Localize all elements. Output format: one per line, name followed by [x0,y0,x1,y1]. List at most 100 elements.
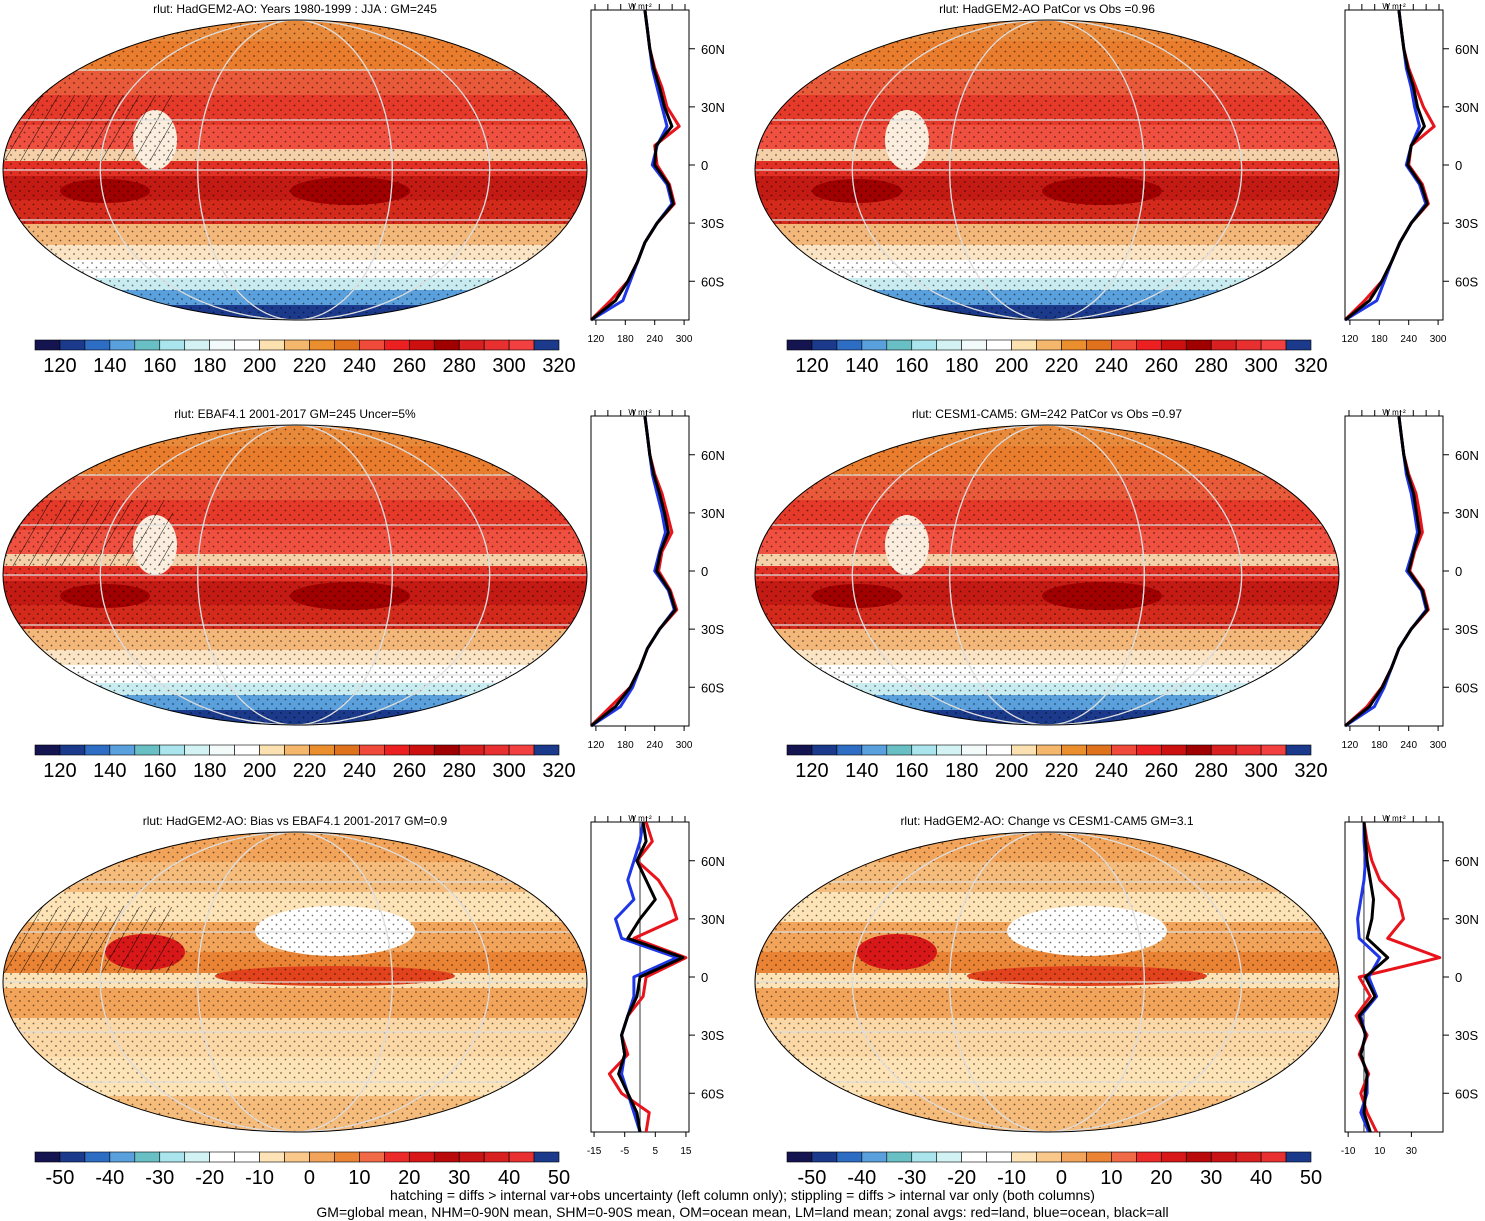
colorbar-tick-label: 320 [1294,760,1327,782]
colorbar-swatch [1111,339,1137,351]
colorbar-tick-label: -50 [45,1167,74,1189]
hatching [3,907,173,973]
colorbar-swatch [408,1151,435,1163]
colorbar-swatch [508,1151,535,1163]
colorbar-swatch [811,339,838,351]
lat-label: 0 [701,158,708,173]
colorbar-tick-label: 200 [995,760,1028,782]
colorbar-tick-label: 30 [1200,1167,1222,1189]
colorbar-swatch [1011,1151,1037,1163]
colorbar-tick-label: 20 [398,1167,420,1189]
colorbar-swatch [861,339,888,351]
colorbar-swatch [34,339,61,351]
colorbar-swatch [408,339,435,351]
units-label: W m⁻² [1382,814,1406,823]
lat-label: 0 [1455,970,1462,985]
colorbar-swatch [1235,1151,1262,1163]
colorbar-tick-label: 180 [945,355,978,377]
colorbar-tick-label: 200 [995,355,1028,377]
colorbar-swatch [359,339,385,351]
colorbar-swatch [159,1151,186,1163]
hatching [3,500,173,566]
colorbar-tick-label: 240 [1095,760,1128,782]
map [755,832,1339,1132]
panel-6: rlut: HadGEM2-AO: Change vs CESM1-CAM5 G… [754,814,1479,1189]
colorbar-swatch [508,339,535,351]
colorbar-swatch [59,1151,86,1163]
colorbar-tick-label: 160 [895,355,928,377]
colorbar-swatch [961,1151,987,1163]
graticule-lon [949,425,1145,725]
colorbar-tick-label: 40 [498,1167,520,1189]
colorbar-swatch [861,1151,888,1163]
x-tick-label: 300 [1430,334,1447,345]
colorbar-swatch [1160,1151,1187,1163]
colorbar: 120 140 160 180 200 220 240 260 280 300 320 [786,744,1328,782]
x-tick-label: 10 [1374,1146,1386,1157]
colorbar-swatch [1260,1151,1287,1163]
lat-label: 30S [701,216,724,231]
units-label: W m⁻² [1382,408,1406,417]
colorbar-swatch [458,339,485,351]
colorbar-swatch [1086,1151,1112,1163]
colorbar-tick-label: 220 [293,760,326,782]
colorbar-swatch [508,744,535,756]
zonal-mean-panel: W m⁻² 120 180 240 300 60N 30N 0 30S 60S [588,408,725,751]
colorbar-tick-label: 30 [448,1167,470,1189]
colorbar-swatch [408,744,435,756]
colorbar-tick-label: 280 [443,760,476,782]
colorbar-swatch [786,339,813,351]
graticule-lon [949,20,1145,320]
units-label: W m⁻² [628,814,652,823]
graticule-lon [99,425,491,725]
zonal-line-all [1357,821,1390,1133]
colorbar-swatch [1086,339,1112,351]
graticule-lon [851,20,1243,320]
zonal-line-all [1344,9,1429,322]
colorbar-swatch [384,744,410,756]
panels: rlut: HadGEM2-AO: Years 1980-1999 : JJA … [2,2,1479,1189]
map [755,20,1339,320]
colorbar-swatch [284,744,310,756]
colorbar-swatch [786,1151,813,1163]
colorbar-tick-label: 180 [193,355,226,377]
lat-label: 30S [701,1028,724,1043]
colorbar-swatch [961,744,987,756]
colorbar-swatch [109,744,136,756]
map-outline [2,19,588,321]
lat-label: 60S [1455,274,1478,289]
colorbar-swatch [1036,339,1062,351]
colorbar-tick-label: 200 [243,760,276,782]
colorbar-swatch [209,744,235,756]
colorbar-swatch [359,1151,385,1163]
lat-label: 0 [1455,158,1462,173]
colorbar-tick-label: 160 [143,355,176,377]
x-tick-label: -10 [1341,1146,1356,1157]
panel-title: rlut: HadGEM2-AO: Years 1980-1999 : JJA … [153,2,437,16]
colorbar-swatch [886,744,913,756]
lat-label: 30S [1455,622,1478,637]
x-tick-label: 180 [1371,334,1388,345]
map [755,425,1339,725]
colorbar-swatch [334,1151,360,1163]
colorbar-swatch [384,1151,410,1163]
colorbar-swatch [433,744,460,756]
colorbar-swatch [911,744,938,756]
colorbar-tick-label: -40 [847,1167,876,1189]
colorbar-swatch [1285,339,1312,351]
colorbar-swatch [836,1151,863,1163]
x-tick-label: 300 [676,740,693,751]
colorbar-tick-label: 180 [945,760,978,782]
colorbar-tick-label: 240 [343,760,376,782]
colorbar-swatch [836,339,863,351]
panel-title: rlut: EBAF4.1 2001-2017 GM=245 Uncer=5% [174,407,416,421]
colorbar-tick-label: 0 [304,1167,315,1189]
colorbar-tick-label: 260 [393,760,426,782]
x-tick-label: 240 [1400,334,1417,345]
colorbar-swatch [1285,744,1312,756]
hatching [3,95,173,161]
panel-4: rlut: CESM1-CAM5: GM=242 PatCor vs Obs =… [754,407,1479,782]
colorbar-swatch [1210,339,1237,351]
map-outline [754,424,1340,726]
